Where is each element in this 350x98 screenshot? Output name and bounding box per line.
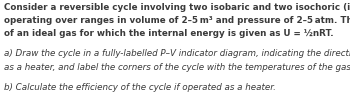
Text: b) Calculate the efficiency of the cycle if operated as a heater.: b) Calculate the efficiency of the cycle… <box>4 83 276 92</box>
Text: of an ideal gas for which the internal energy is given as U = ½nRT.: of an ideal gas for which the internal e… <box>4 29 334 38</box>
Text: as a heater, and label the corners of the cycle with the temperatures of the gas: as a heater, and label the corners of th… <box>4 63 350 72</box>
Text: operating over ranges in volume of 2–5 m³ and pressure of 2–5 atm. The cycle use: operating over ranges in volume of 2–5 m… <box>4 16 350 25</box>
Text: a) Draw the cycle in a fully-labelled P–V indicator diagram, indicating the dire: a) Draw the cycle in a fully-labelled P–… <box>4 49 350 59</box>
Text: Consider a reversible cycle involving two isobaric and two isochoric (iso-volumi: Consider a reversible cycle involving tw… <box>4 3 350 12</box>
